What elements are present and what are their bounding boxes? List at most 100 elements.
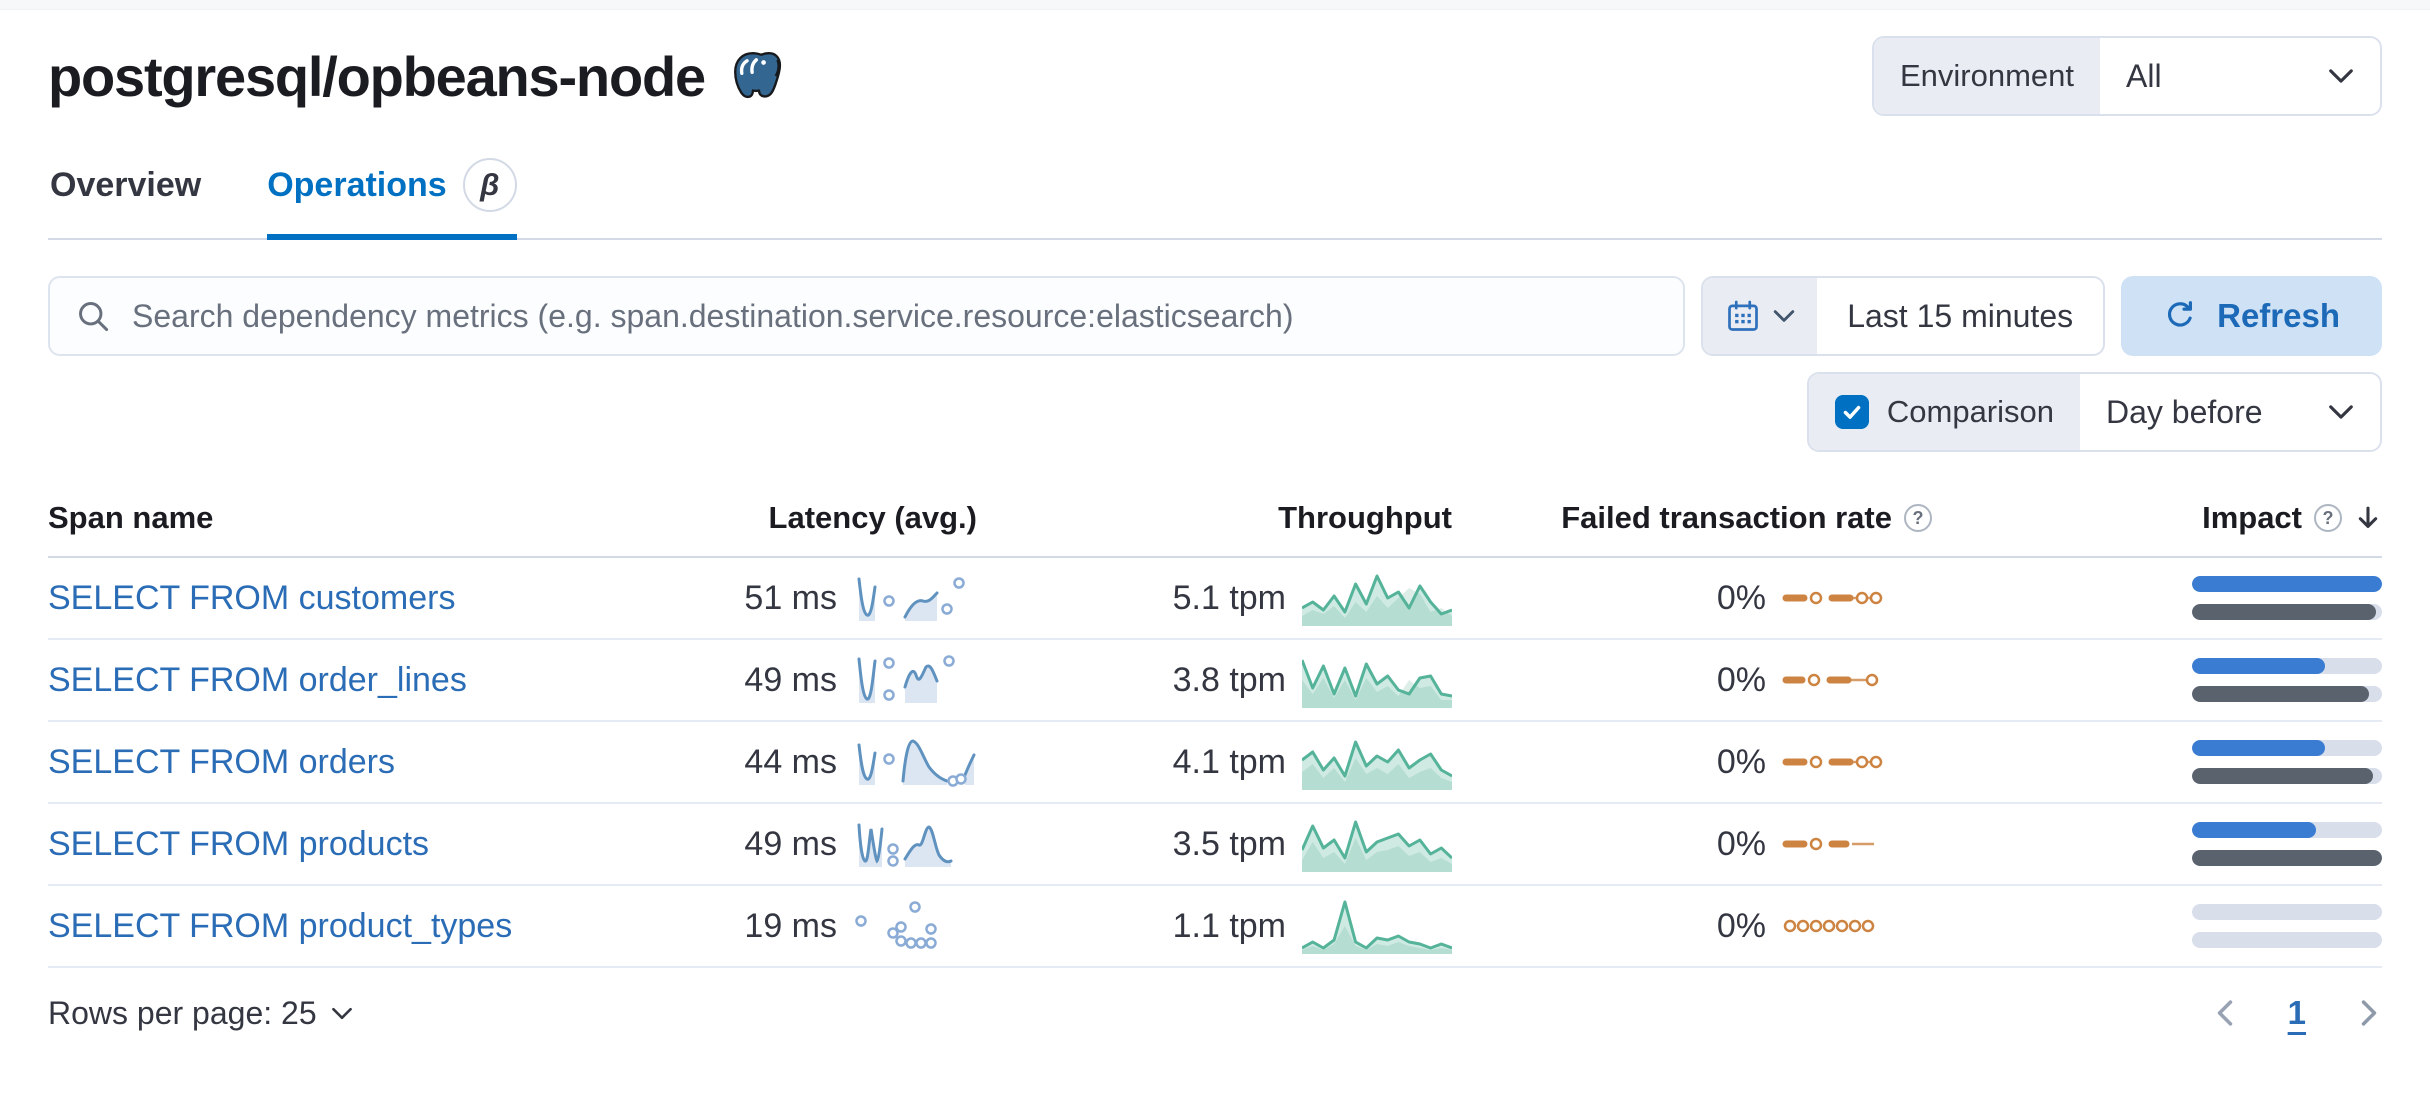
failed-rate-sparkline: [1782, 755, 1883, 769]
date-picker: Last 15 minutes: [1701, 276, 2106, 356]
failed-rate-sparkline: [1782, 837, 1874, 851]
comparison-control: Comparison Day before: [1806, 372, 2382, 452]
search-input[interactable]: Search dependency metrics (e.g. span.des…: [48, 276, 1686, 356]
tab-bar: Overview Operations β: [48, 158, 2382, 240]
previous-page-icon[interactable]: [2212, 998, 2238, 1028]
span-name-link[interactable]: SELECT FROM products: [48, 824, 430, 863]
column-span-name[interactable]: Span name: [48, 500, 214, 535]
column-throughput[interactable]: Throughput: [1278, 500, 1452, 535]
table-row: SELECT FROM order_lines 49 ms 3.8 tpm 0%: [48, 640, 2382, 722]
latency-value: 19 ms: [744, 906, 837, 945]
impact-bar-previous: [2192, 686, 2382, 702]
page-header: postgresql/opbeans-node Environment All: [48, 36, 2382, 116]
sort-descending-icon: [2358, 506, 2378, 528]
chevron-down-icon: [331, 1007, 352, 1019]
comparison-label: Comparison: [1886, 394, 2054, 429]
throughput-value: 3.8 tpm: [1172, 660, 1286, 699]
throughput-sparkline: [1302, 900, 1452, 954]
tab-overview[interactable]: Overview: [50, 158, 201, 238]
beta-badge-icon: β: [462, 158, 517, 212]
throughput-cell: 5.1 tpm: [977, 568, 1452, 628]
throughput-sparkline: [1302, 574, 1452, 626]
impact-cell: [2192, 740, 2382, 784]
impact-cell: [2192, 904, 2382, 948]
impact-bar-previous: [2192, 768, 2382, 784]
throughput-cell: 1.1 tpm: [977, 896, 1452, 956]
latency-sparkline: [857, 577, 965, 621]
date-picker-quick-select[interactable]: [1703, 278, 1818, 354]
failed-rate-value: 0%: [1716, 824, 1766, 863]
help-icon[interactable]: ?: [2314, 504, 2342, 532]
span-name-link[interactable]: SELECT FROM orders: [48, 742, 396, 781]
impact-bar-previous: [2192, 604, 2382, 620]
span-name-link[interactable]: SELECT FROM order_lines: [48, 660, 467, 699]
failed-rate-sparkline: [1783, 919, 1875, 933]
calendar-icon: [1728, 300, 1759, 331]
failed-rate-cell: 0%: [1452, 579, 1932, 618]
time-range-button[interactable]: Last 15 minutes: [1817, 278, 2103, 354]
span-name-link[interactable]: SELECT FROM customers: [48, 578, 456, 617]
comparison-toggle[interactable]: Comparison: [1808, 374, 2080, 450]
failed-rate-value: 0%: [1716, 906, 1766, 945]
help-icon[interactable]: ?: [1904, 504, 1932, 532]
throughput-value: 5.1 tpm: [1172, 578, 1286, 617]
environment-select[interactable]: All: [2100, 38, 2380, 114]
postgresql-logo-icon: [733, 52, 782, 99]
column-impact-label: Impact: [2202, 500, 2302, 535]
check-icon: [1843, 405, 1861, 419]
chrome-divider: [0, 0, 2430, 10]
tab-operations[interactable]: Operations β: [267, 158, 518, 240]
column-latency[interactable]: Latency (avg.): [768, 500, 977, 535]
chevron-down-icon: [1773, 310, 1795, 322]
impact-cell: [2192, 658, 2382, 702]
comparison-value: Day before: [2106, 393, 2263, 430]
throughput-value: 3.5 tpm: [1172, 824, 1286, 863]
failed-rate-value: 0%: [1716, 578, 1766, 617]
pagination: 1: [2212, 994, 2382, 1032]
impact-cell: [2192, 576, 2382, 620]
latency-cell: 49 ms: [527, 817, 977, 871]
failed-rate-sparkline: [1782, 591, 1883, 605]
throughput-value: 1.1 tpm: [1172, 906, 1286, 945]
comparison-select[interactable]: Day before: [2080, 374, 2380, 450]
comparison-checkbox[interactable]: [1834, 395, 1869, 429]
latency-value: 49 ms: [744, 824, 837, 863]
environment-value: All: [2126, 57, 2162, 94]
rows-per-page-button[interactable]: Rows per page: 25: [48, 995, 353, 1032]
latency-cell: 51 ms: [527, 571, 977, 625]
failed-rate-value: 0%: [1716, 742, 1766, 781]
impact-cell: [2192, 822, 2382, 866]
refresh-button[interactable]: Refresh: [2121, 276, 2382, 356]
tab-overview-label: Overview: [50, 165, 202, 204]
time-range-value: Last 15 minutes: [1847, 297, 2074, 334]
impact-bar-current: [2192, 576, 2382, 592]
refresh-label: Refresh: [2217, 297, 2340, 334]
span-name-link[interactable]: SELECT FROM product_types: [48, 906, 513, 945]
latency-value: 49 ms: [744, 660, 837, 699]
impact-bar-current: [2192, 904, 2382, 920]
latency-value: 44 ms: [744, 742, 837, 781]
throughput-cell: 3.8 tpm: [977, 650, 1452, 710]
failed-rate-cell: 0%: [1452, 907, 1932, 946]
page-title: postgresql/opbeans-node: [48, 44, 706, 108]
page-number[interactable]: 1: [2287, 994, 2306, 1031]
failed-rate-sparkline: [1782, 673, 1879, 687]
latency-cell: 19 ms: [527, 899, 977, 953]
impact-bar-current: [2192, 822, 2382, 838]
column-failed-rate[interactable]: Failed transaction rate ?: [1452, 500, 1932, 536]
latency-sparkline: [857, 655, 955, 703]
impact-bar-current: [2192, 658, 2382, 674]
chevron-down-icon: [2329, 69, 2353, 83]
toolbar: Search dependency metrics (e.g. span.des…: [48, 276, 2382, 356]
environment-filter: Environment All: [1871, 36, 2382, 116]
latency-cell: 49 ms: [527, 653, 977, 707]
latency-sparkline: [855, 901, 937, 949]
table-body: SELECT FROM customers 51 ms 5.1 tpm 0% S…: [48, 558, 2382, 968]
next-page-icon[interactable]: [2356, 998, 2382, 1028]
throughput-sparkline: [1302, 740, 1452, 790]
latency-cell: 44 ms: [527, 735, 977, 789]
column-impact[interactable]: Impact ?: [1932, 500, 2382, 536]
throughput-cell: 3.5 tpm: [977, 814, 1452, 874]
failed-rate-cell: 0%: [1452, 661, 1932, 700]
table-header: Span name Latency (avg.) Throughput Fail…: [48, 490, 2382, 558]
